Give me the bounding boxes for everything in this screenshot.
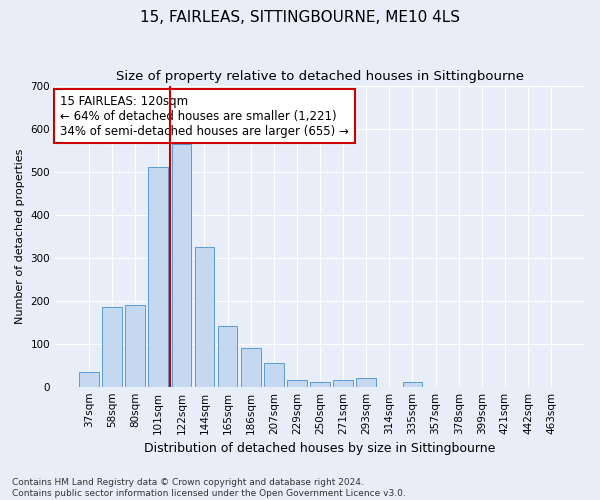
- Bar: [172, 144, 191, 386]
- Bar: [356, 378, 376, 386]
- Bar: [287, 380, 307, 386]
- Bar: [241, 348, 260, 387]
- Title: Size of property relative to detached houses in Sittingbourne: Size of property relative to detached ho…: [116, 70, 524, 83]
- Text: 15 FAIRLEAS: 120sqm
← 64% of detached houses are smaller (1,221)
34% of semi-det: 15 FAIRLEAS: 120sqm ← 64% of detached ho…: [61, 94, 349, 138]
- Y-axis label: Number of detached properties: Number of detached properties: [15, 148, 25, 324]
- Bar: [264, 363, 284, 386]
- Bar: [79, 372, 99, 386]
- Text: Contains HM Land Registry data © Crown copyright and database right 2024.
Contai: Contains HM Land Registry data © Crown c…: [12, 478, 406, 498]
- Bar: [310, 382, 330, 386]
- Bar: [218, 326, 238, 386]
- Bar: [148, 168, 168, 386]
- Text: 15, FAIRLEAS, SITTINGBOURNE, ME10 4LS: 15, FAIRLEAS, SITTINGBOURNE, ME10 4LS: [140, 10, 460, 25]
- Bar: [102, 307, 122, 386]
- X-axis label: Distribution of detached houses by size in Sittingbourne: Distribution of detached houses by size …: [145, 442, 496, 455]
- Bar: [403, 382, 422, 386]
- Bar: [194, 247, 214, 386]
- Bar: [334, 380, 353, 386]
- Bar: [125, 305, 145, 386]
